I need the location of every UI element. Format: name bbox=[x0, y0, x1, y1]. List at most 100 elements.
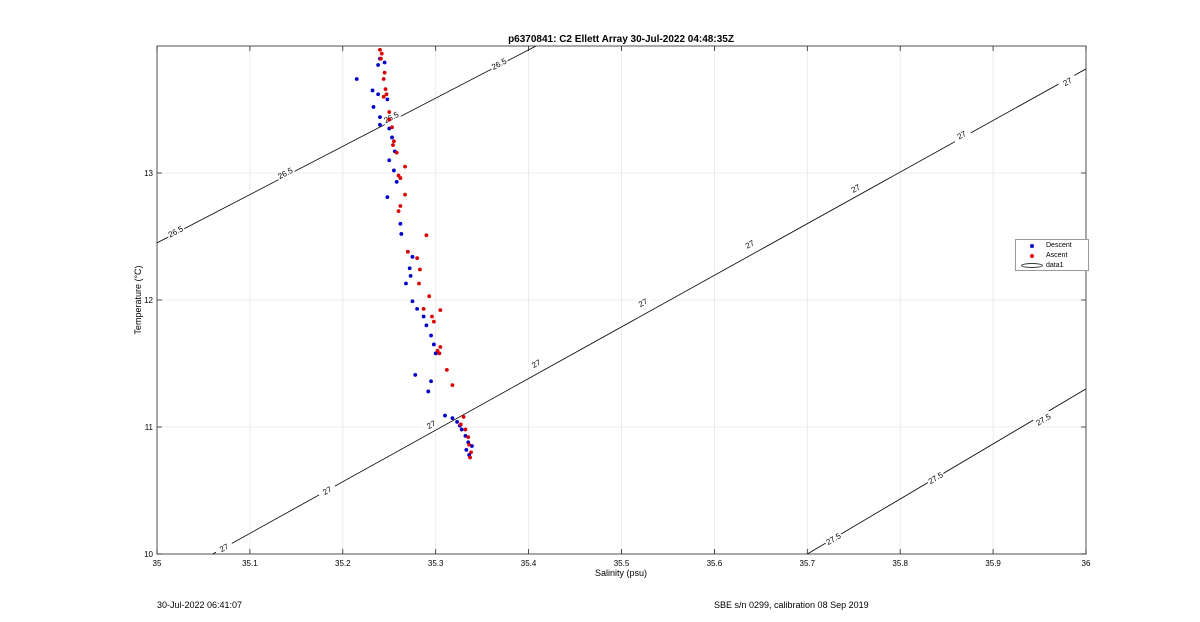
y-axis-label: Temperature (°C) bbox=[133, 265, 143, 334]
contour-label: 27 bbox=[525, 354, 547, 373]
data-points bbox=[354, 47, 474, 460]
y-tick-label: 10 bbox=[144, 550, 153, 559]
contour-label-bg bbox=[925, 468, 946, 487]
ascent-point bbox=[431, 319, 436, 324]
ascent-point bbox=[403, 192, 407, 197]
contour-label: 27 bbox=[951, 126, 972, 144]
ascent-point bbox=[458, 422, 463, 427]
contour-label-bg bbox=[1057, 72, 1078, 91]
contour-label-bg bbox=[845, 179, 866, 197]
contour-label: 27 bbox=[213, 538, 235, 557]
grid-lines bbox=[157, 46, 1086, 554]
descent-point bbox=[376, 63, 381, 67]
contour-label-bg bbox=[380, 108, 402, 126]
y-axis-ticks: 10 11 12 13 bbox=[144, 169, 1086, 559]
descent-point bbox=[378, 122, 382, 127]
x-tick-label: 35.3 bbox=[428, 559, 444, 568]
footer-calibration: SBE s/n 0299, calibration 08 Sep 2019 bbox=[714, 600, 869, 610]
contour-label: 27 bbox=[316, 481, 338, 500]
ascent-point bbox=[391, 139, 396, 144]
ascent-point bbox=[438, 345, 443, 349]
ascent-point bbox=[417, 281, 421, 286]
descent-point bbox=[413, 373, 418, 377]
footer-timestamp: 30-Jul-2022 06:41:07 bbox=[157, 600, 243, 610]
ascent-point bbox=[384, 92, 389, 97]
descent-point bbox=[399, 232, 404, 236]
y-tick-label: 12 bbox=[144, 296, 153, 305]
descent-point bbox=[429, 333, 433, 338]
contour-label-bg bbox=[1032, 410, 1054, 429]
contour-icon bbox=[1021, 263, 1043, 268]
descent-point bbox=[378, 115, 382, 120]
contour-label-bg bbox=[213, 538, 235, 557]
ascent-point bbox=[382, 70, 387, 75]
ascent-point bbox=[381, 77, 386, 81]
contour-label-bg bbox=[823, 529, 844, 548]
contour-label-bg bbox=[632, 293, 654, 312]
descent-point bbox=[394, 179, 399, 184]
x-tick-label: 35 bbox=[153, 559, 162, 568]
legend-label-contours: data1 bbox=[1046, 262, 1064, 269]
descent-point bbox=[376, 92, 381, 97]
chart-title: p6370841: C2 Ellett Array 30-Jul-2022 04… bbox=[508, 34, 734, 45]
contour-label-bg bbox=[274, 164, 296, 182]
descent-point bbox=[421, 314, 426, 319]
ascent-marker bbox=[1030, 254, 1034, 258]
ascent-point bbox=[418, 267, 422, 272]
legend: Descent Ascent data1 bbox=[1015, 239, 1089, 271]
descent-point bbox=[407, 266, 412, 271]
contour-label: 27 bbox=[1057, 72, 1078, 91]
ascent-point bbox=[438, 308, 443, 313]
descent-point bbox=[410, 254, 415, 259]
descent-point bbox=[443, 413, 447, 418]
contour-label: 27 bbox=[420, 415, 442, 434]
ascent-point bbox=[450, 383, 455, 387]
ascent-point bbox=[430, 314, 434, 319]
descent-point bbox=[391, 168, 396, 173]
ascent-point bbox=[415, 256, 420, 260]
descent-point bbox=[426, 389, 431, 394]
ascent-point bbox=[463, 427, 468, 432]
x-tick-label: 35.2 bbox=[335, 559, 351, 568]
descent-point bbox=[410, 299, 415, 304]
ascent-point bbox=[381, 94, 386, 99]
ascent-point bbox=[437, 351, 442, 356]
ascent-point bbox=[405, 249, 410, 254]
contour-label-bg bbox=[739, 235, 760, 253]
ascent-point bbox=[424, 233, 429, 238]
x-tick-label: 35.4 bbox=[521, 559, 537, 568]
descent-point bbox=[385, 97, 390, 102]
x-tick-label: 36 bbox=[1082, 559, 1091, 568]
descent-point bbox=[387, 158, 392, 163]
descent-marker bbox=[1030, 244, 1034, 248]
descent-point bbox=[455, 420, 459, 424]
legend-label-descent: Descent bbox=[1046, 242, 1072, 249]
descent-point bbox=[415, 306, 420, 311]
ascent-point bbox=[378, 47, 382, 52]
x-axis-ticks: 35 35.1 35.2 35.3 35.4 35.5 35.6 35.7 35.8 35.9 36 bbox=[153, 46, 1091, 568]
descent-point bbox=[398, 221, 403, 226]
legend-item-contours: data1 bbox=[1016, 261, 1088, 270]
descent-point bbox=[382, 60, 387, 65]
x-tick-label: 35.5 bbox=[614, 559, 630, 568]
ascent-point bbox=[396, 209, 401, 214]
ascent-point bbox=[383, 87, 388, 92]
contour-labels: 26.526.526.526.527272727272727272727.527… bbox=[165, 55, 1078, 557]
legend-label-ascent: Ascent bbox=[1046, 252, 1068, 259]
x-tick-label: 35.1 bbox=[242, 559, 258, 568]
descent-point bbox=[370, 88, 375, 93]
descent-point bbox=[431, 342, 436, 347]
x-tick-label: 35.7 bbox=[800, 559, 816, 568]
descent-point bbox=[404, 281, 408, 286]
contour-line bbox=[212, 68, 1086, 554]
ascent-point bbox=[391, 143, 395, 147]
ascent-point bbox=[466, 435, 471, 440]
contour-label: 27 bbox=[632, 293, 654, 312]
ascent-point bbox=[387, 110, 392, 114]
x-tick-label: 35.6 bbox=[707, 559, 723, 568]
ascent-point bbox=[398, 176, 403, 180]
ascent-point bbox=[467, 442, 472, 447]
ascent-point bbox=[461, 414, 466, 419]
contour-label-bg bbox=[420, 415, 442, 434]
